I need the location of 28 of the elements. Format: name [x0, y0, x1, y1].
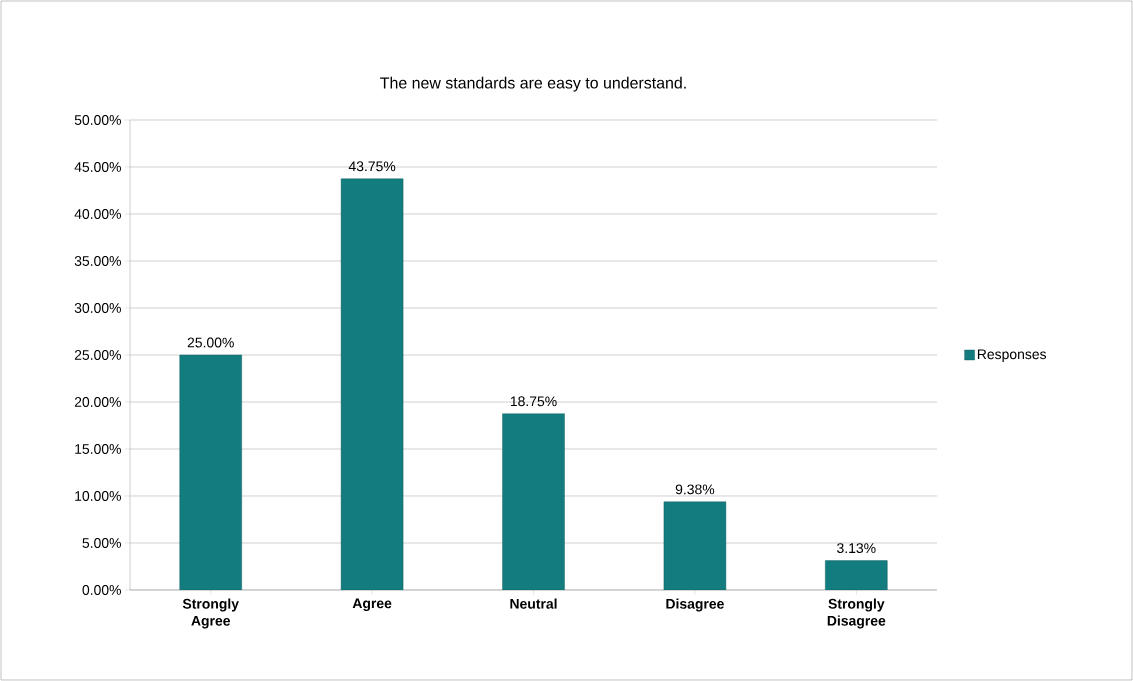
data-label: 3.13% [837, 543, 876, 554]
y-tick-label: 15.00% [75, 444, 121, 454]
data-label: 9.38% [675, 484, 715, 495]
y-tick-label: 35.00% [74, 256, 121, 266]
bar [663, 501, 727, 590]
y-tick-label: 30.00% [74, 303, 121, 313]
data-label: 25.00% [187, 337, 234, 348]
chart-title: The new standards are easy to understand. [380, 76, 686, 92]
bar [340, 178, 404, 590]
x-tick-label: Strongly Disagree [827, 598, 886, 629]
bar [825, 560, 888, 590]
legend-label: Responses [977, 349, 1047, 362]
y-tick-label: 40.00% [74, 209, 121, 219]
x-tick-label: Agree [352, 598, 392, 612]
x-tick-label: Strongly Agree [182, 598, 239, 629]
data-label: 43.75% [348, 161, 396, 172]
x-tick-label: Neutral [510, 598, 557, 609]
y-tick-label: 25.00% [74, 350, 121, 360]
y-tick-label: 0.00% [82, 585, 121, 595]
bar [502, 413, 565, 590]
x-tick-label: Disagree [666, 598, 724, 612]
y-tick-label: 45.00% [74, 162, 121, 172]
y-tick-label: 10.00% [75, 491, 121, 501]
bar [179, 354, 242, 590]
y-tick-label: 5.00% [82, 538, 121, 548]
y-tick-label: 20.00% [74, 397, 121, 407]
y-tick-label: 50.00% [74, 115, 121, 125]
data-label: 18.75% [510, 396, 557, 407]
